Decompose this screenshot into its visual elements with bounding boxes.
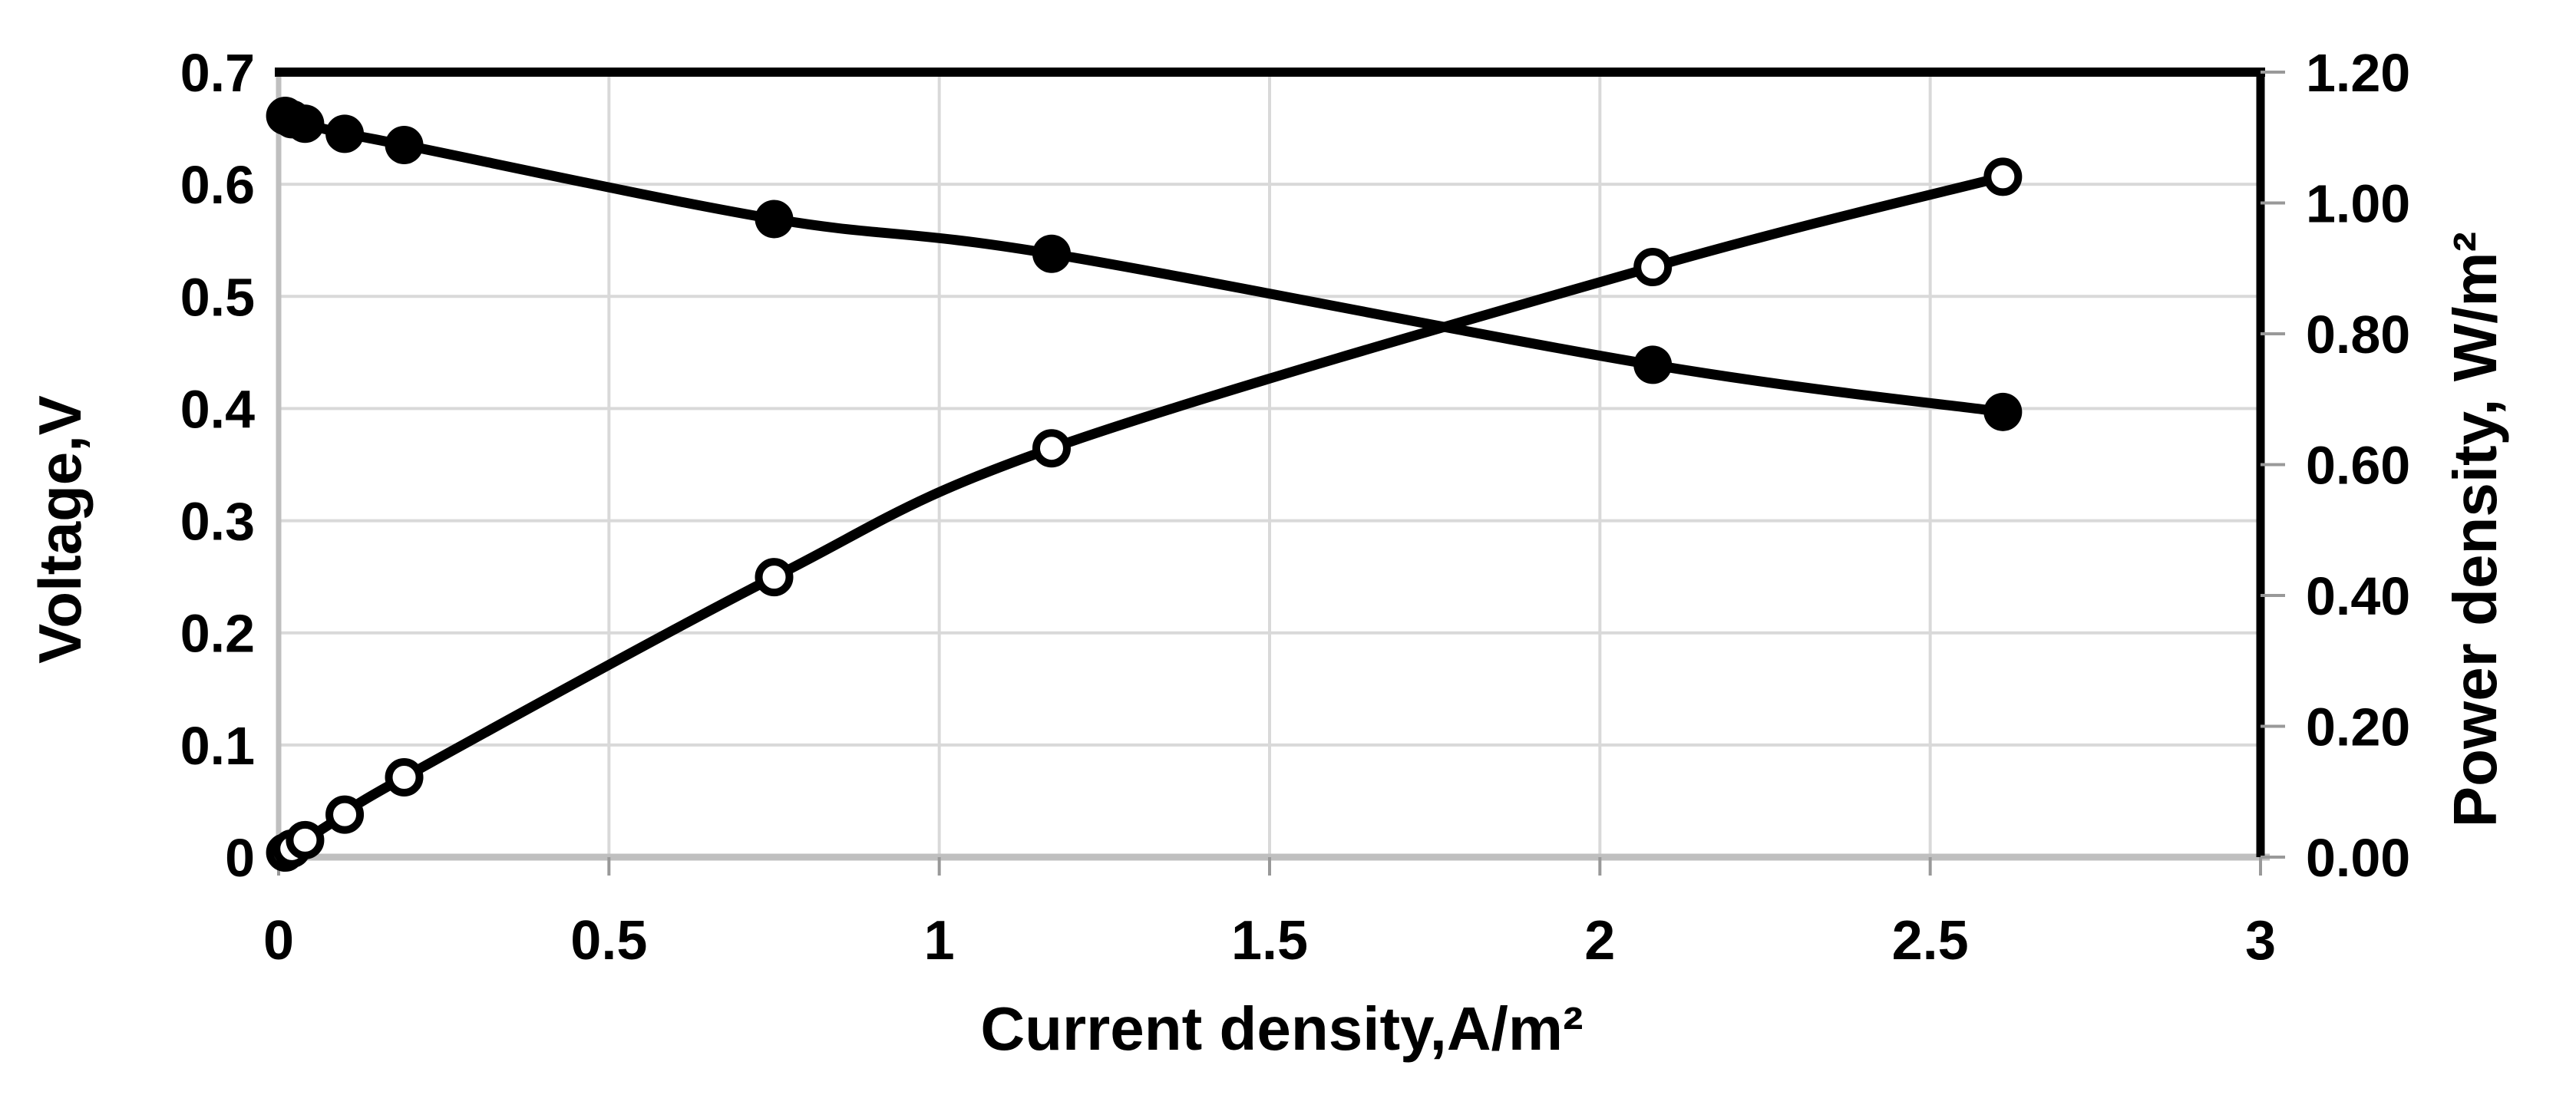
left-y-tick-label: 0.3 xyxy=(180,492,255,552)
x-tick-label: 0.5 xyxy=(570,910,647,971)
tick-labels: 0.7 0.6 0.5 0.4 0.3 0.2 0.1 0 1.20 1.00 0.80 0.60 0.… xyxy=(180,43,2411,971)
filled-circle-marker xyxy=(286,104,325,143)
x-tick-label: 3 xyxy=(2245,910,2276,971)
filled-circle-marker xyxy=(1983,392,2023,431)
open-circle-marker xyxy=(1983,157,2023,196)
axis-titles: Current density,A/m² Voltage,V Power densi… xyxy=(26,232,2509,1063)
x-tick-label: 1.5 xyxy=(1231,910,1308,971)
filled-circle-marker xyxy=(755,200,794,239)
filled-circle-marker xyxy=(325,114,365,153)
left-y-tick-label: 0.6 xyxy=(180,155,255,215)
filled-circle-marker xyxy=(1032,234,1071,273)
gridlines xyxy=(279,72,2261,857)
power-density-series xyxy=(266,157,2023,872)
left-y-tick-label: 0.4 xyxy=(180,379,255,439)
right-y-tick-label: 0.20 xyxy=(2306,698,2410,757)
left-y-tick-label: 0 xyxy=(225,828,255,888)
left-y-axis-title: Voltage,V xyxy=(26,395,94,664)
x-tick-label: 2 xyxy=(1584,910,1615,971)
open-circle-marker xyxy=(1032,429,1071,468)
x-tick-label: 1 xyxy=(924,910,955,971)
right-y-tick-label: 1.00 xyxy=(2306,174,2410,234)
right-y-tick-label: 0.40 xyxy=(2306,566,2410,626)
left-y-tick-label: 0.7 xyxy=(180,43,255,103)
open-circle-marker xyxy=(385,757,424,797)
right-y-axis-title: Power density, W/m² xyxy=(2441,232,2509,827)
right-y-tick-label: 0.60 xyxy=(2306,436,2410,496)
filled-circle-marker xyxy=(385,125,424,164)
x-axis-title: Current density,A/m² xyxy=(980,994,1583,1063)
filled-circle-marker xyxy=(1633,345,1673,384)
left-y-tick-label: 0.2 xyxy=(180,604,255,664)
right-y-tick-label: 0.80 xyxy=(2306,305,2410,364)
open-circle-marker xyxy=(755,558,794,597)
right-y-tick-label: 1.20 xyxy=(2306,43,2410,103)
open-circle-marker xyxy=(325,795,365,834)
open-circle-marker xyxy=(1633,248,1673,287)
open-circle-marker xyxy=(286,820,325,859)
voltage-series xyxy=(266,96,2023,431)
x-tick-label: 0 xyxy=(263,910,294,971)
right-y-tick-label: 0.00 xyxy=(2306,828,2410,888)
left-y-tick-label: 0.1 xyxy=(180,716,255,776)
left-y-tick-label: 0.5 xyxy=(180,267,255,327)
x-tick-label: 2.5 xyxy=(1892,910,1969,971)
